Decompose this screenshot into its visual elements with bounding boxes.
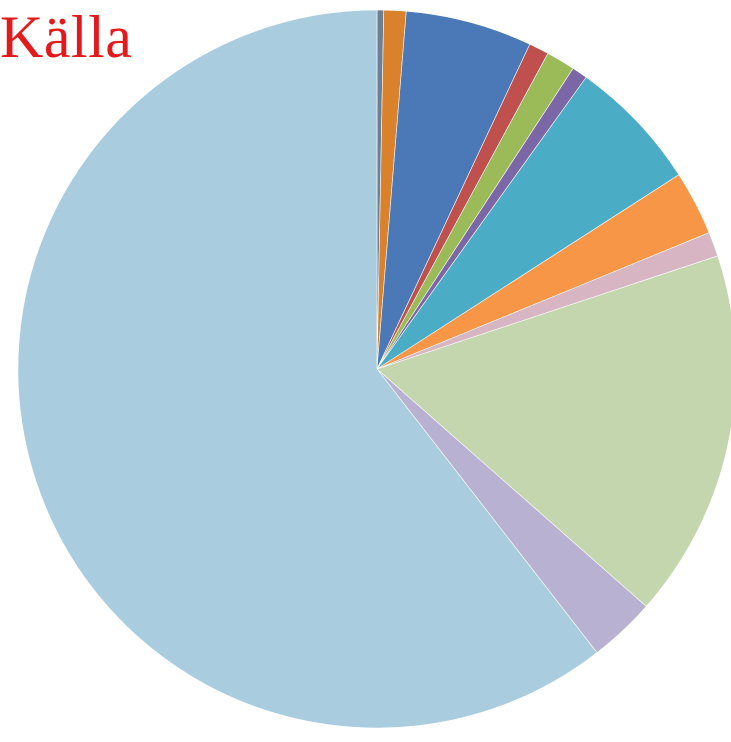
pie-slices: [17, 9, 731, 729]
pie-slice-7: [376, 76, 680, 370]
pie-slice-12: [17, 9, 598, 729]
source-label: Källa: [0, 4, 133, 70]
pie-slice-10: [376, 255, 731, 607]
pie-slice-3: [376, 10, 531, 370]
